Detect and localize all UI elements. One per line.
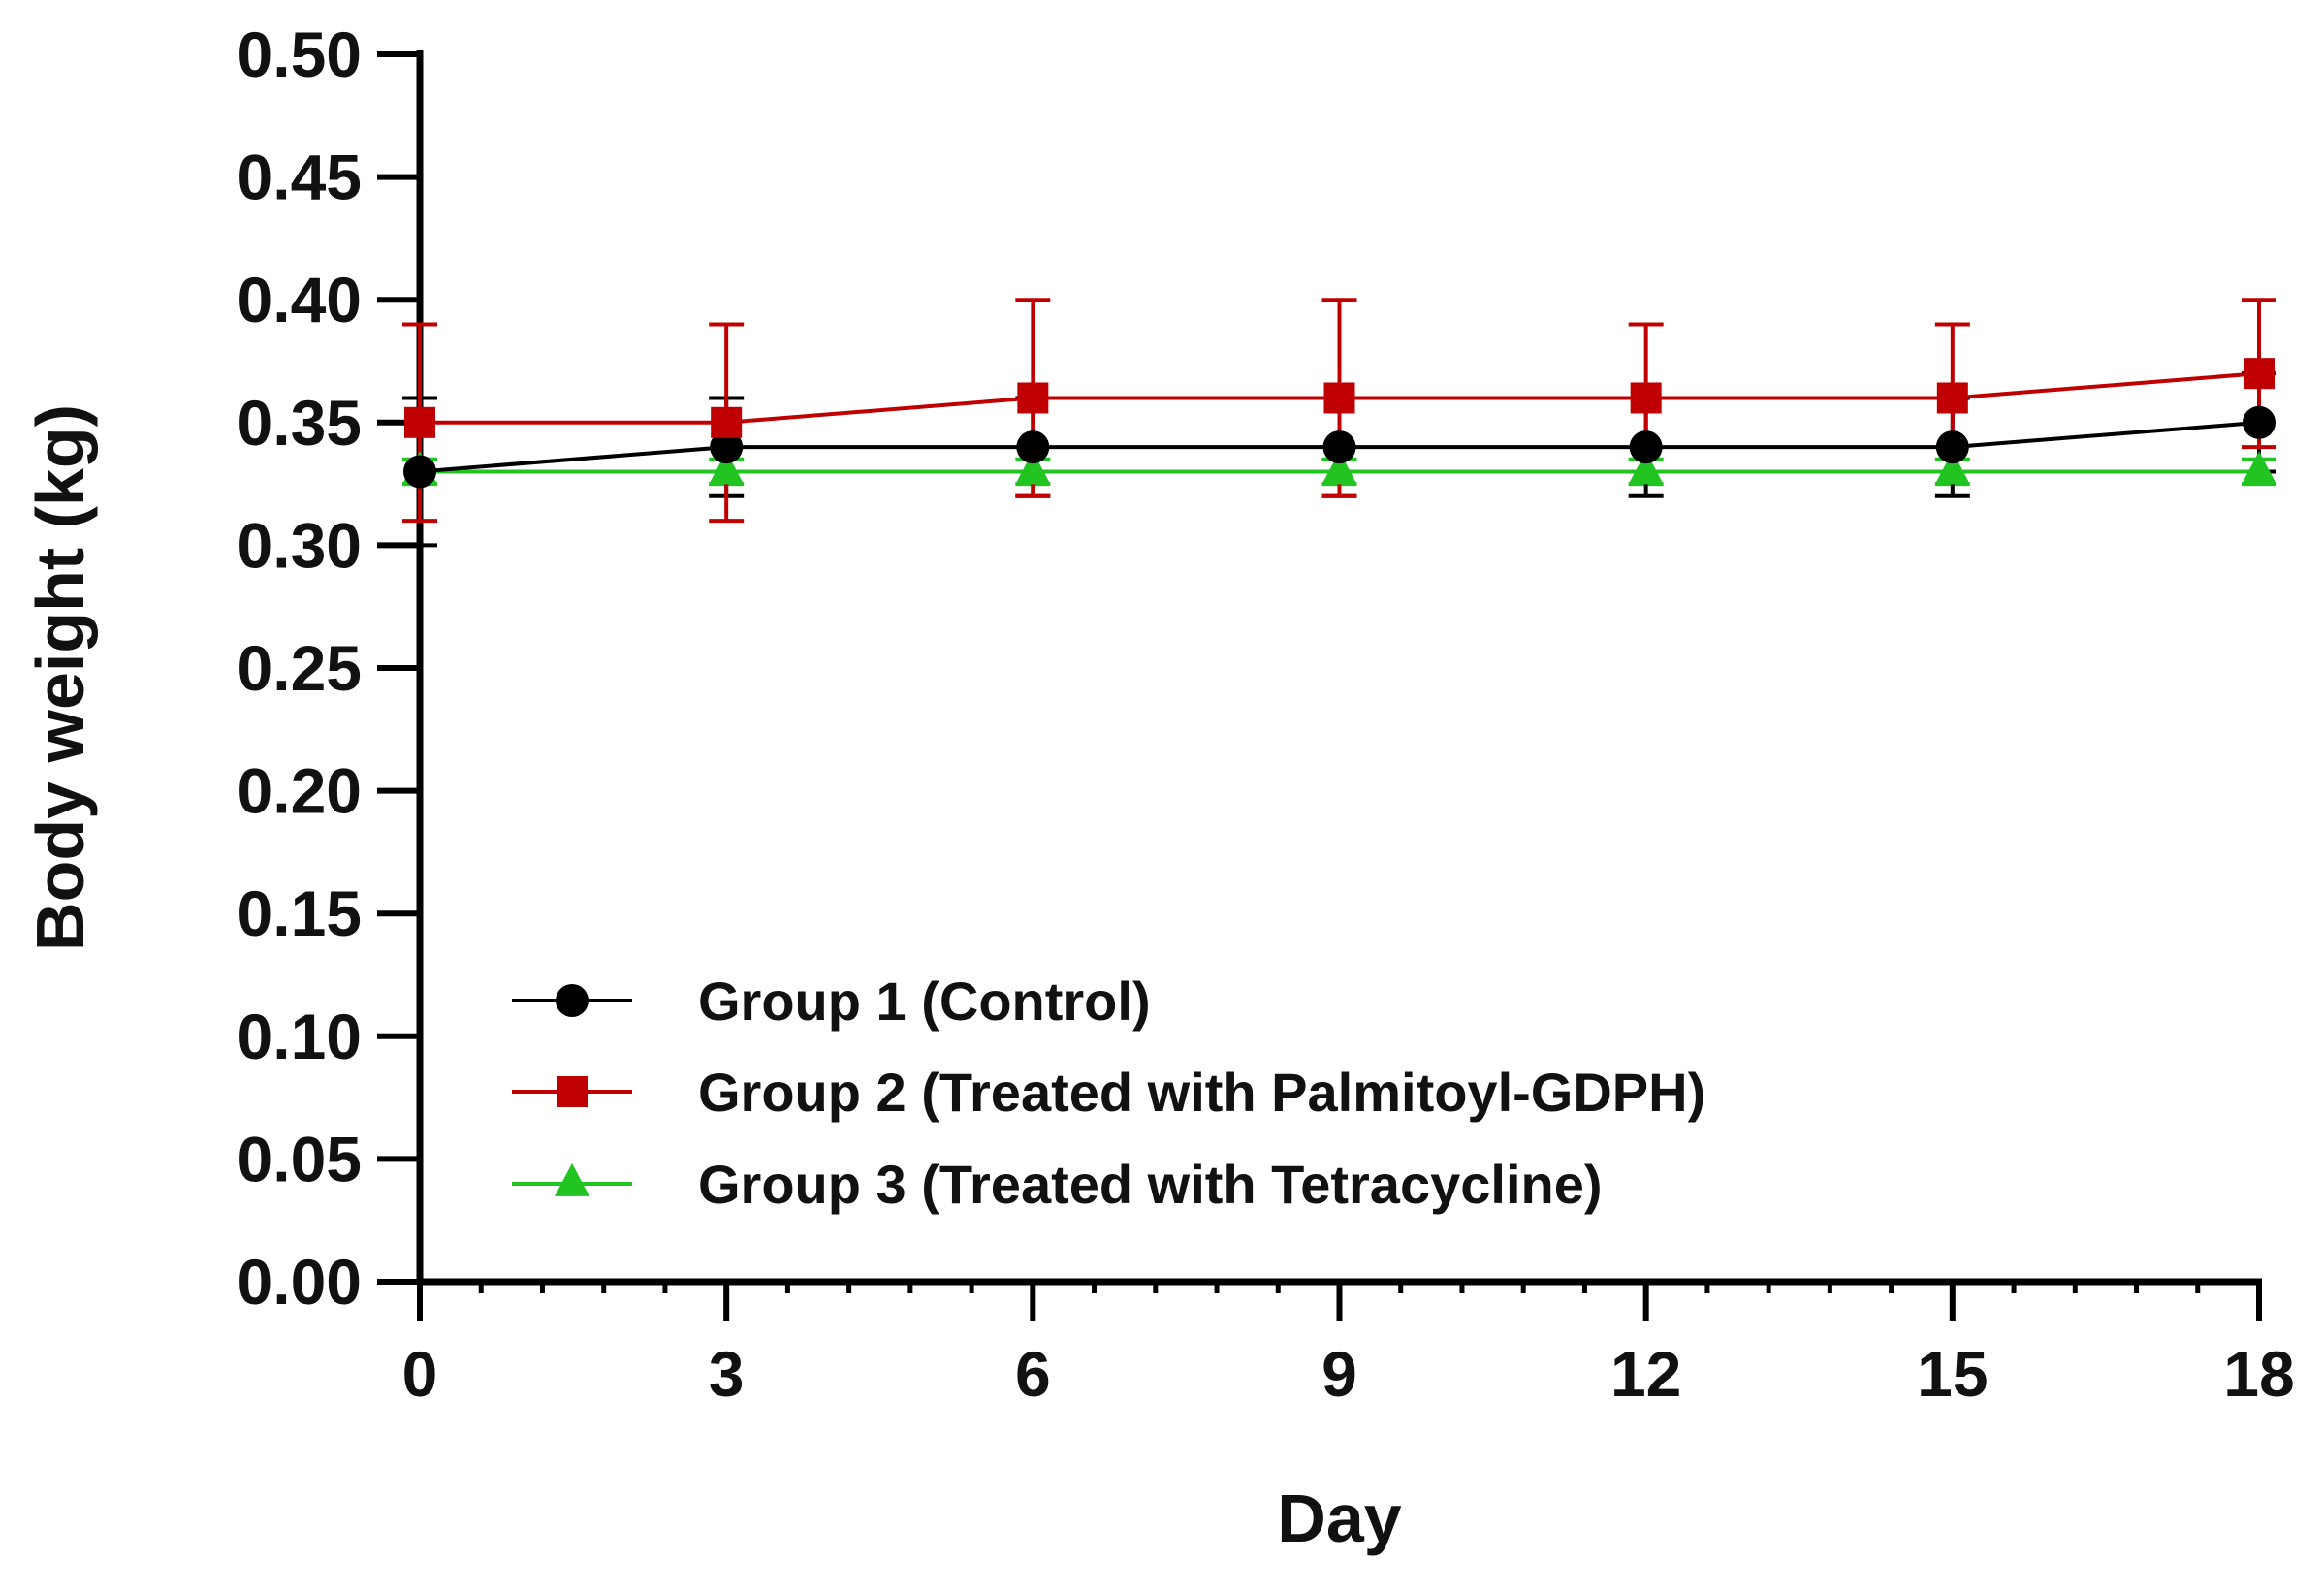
series-markers-1 <box>403 405 2276 489</box>
data-point <box>1934 451 1970 485</box>
x-tick-label: 9 <box>1321 1338 1357 1410</box>
legend-entry-2: Group 2 (Treated with Palmitoyl-GDPH) <box>512 1062 1705 1123</box>
y-tick-label: 0.40 <box>238 264 362 335</box>
series-layer <box>402 298 2276 548</box>
data-point <box>710 430 744 464</box>
y-tick-label: 0.30 <box>238 509 362 581</box>
legend-marker <box>557 1076 588 1107</box>
data-point <box>404 406 435 438</box>
data-point <box>1629 430 1663 464</box>
y-tick-label: 0.05 <box>238 1123 362 1194</box>
x-tick-label: 6 <box>1015 1338 1051 1410</box>
data-point <box>2243 405 2276 439</box>
data-point <box>1628 451 1664 485</box>
data-point <box>1935 430 1969 464</box>
y-tick-label: 0.50 <box>238 18 362 90</box>
data-point <box>403 455 436 489</box>
x-tick-label: 18 <box>2223 1338 2294 1410</box>
data-point <box>1323 382 1355 414</box>
legend-marker <box>556 984 589 1017</box>
x-axis-title: Day <box>1277 1480 1401 1556</box>
legend: Group 1 (Control) Group 2 (Treated with P… <box>512 971 1705 1215</box>
y-tick-label: 0.10 <box>238 1001 362 1072</box>
series-markers-2 <box>404 358 2275 438</box>
x-tick-label: 15 <box>1917 1338 1988 1410</box>
y-tick-label: 0.45 <box>238 142 362 213</box>
y-tick-label: 0.20 <box>238 755 362 827</box>
y-tick-label: 0.25 <box>238 632 362 704</box>
y-tick-label: 0.15 <box>238 877 362 949</box>
data-point <box>1016 430 1050 464</box>
x-tick-label: 0 <box>402 1338 438 1410</box>
data-point <box>1936 382 1968 414</box>
data-point <box>711 406 743 438</box>
y-tick-label: 0.35 <box>238 387 362 459</box>
y-tick-label: 0.00 <box>238 1246 362 1318</box>
legend-entry-3: Group 3 (Treated with Tetracycline) <box>512 1154 1603 1215</box>
data-point <box>1322 430 1356 464</box>
data-point <box>1017 382 1049 414</box>
x-tick-label: 12 <box>1610 1338 1681 1410</box>
legend-label: Group 2 (Treated with Palmitoyl-GDPH) <box>698 1062 1705 1123</box>
x-tick-label: 3 <box>709 1338 745 1410</box>
data-point <box>2242 451 2276 485</box>
data-point <box>2244 358 2275 390</box>
data-point <box>709 451 745 485</box>
data-point <box>1321 451 1357 485</box>
data-point <box>1015 451 1051 485</box>
legend-marker <box>555 1162 589 1196</box>
legend-label: Group 1 (Control) <box>698 971 1151 1032</box>
legend-label: Group 3 (Treated with Tetracycline) <box>698 1154 1603 1215</box>
y-axis-title: Body weight (kg) <box>22 404 98 951</box>
data-point <box>1630 382 1662 414</box>
legend-entry-1: Group 1 (Control) <box>512 971 1151 1032</box>
axes-layer: 0.00 0.05 0.10 0.15 0.20 0.25 0.30 0.35 0.40 0.45… <box>238 18 2295 1410</box>
